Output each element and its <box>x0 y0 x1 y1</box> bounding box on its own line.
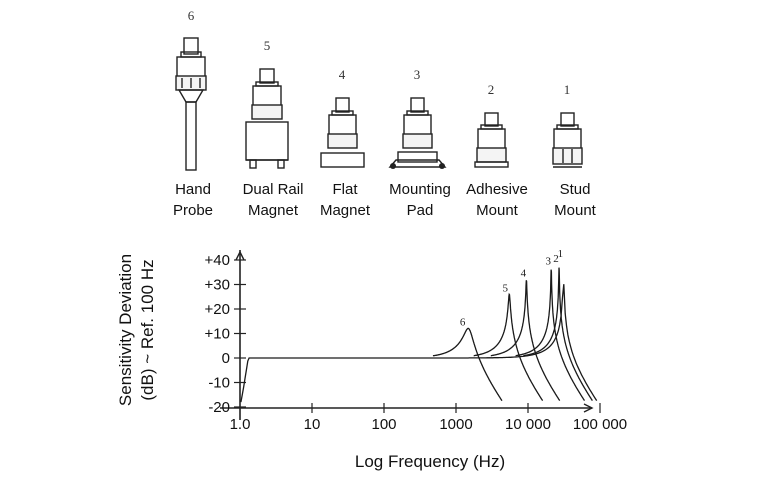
mount-label-line2: Pad <box>407 202 434 219</box>
mount-label-line1: Flat <box>332 181 358 198</box>
x-axis-arrow <box>583 403 594 413</box>
y-tick-label: +30 <box>205 277 230 294</box>
curve-label: 5 <box>503 282 509 294</box>
resonance-curve-5 <box>473 292 544 401</box>
y-tick-label: 0 <box>222 350 230 367</box>
hand-probe-drawing <box>175 37 207 171</box>
y-tick-label: -20 <box>208 399 230 416</box>
mount-label-line1: Adhesive <box>466 181 528 198</box>
resonance-curve-3 <box>515 269 586 401</box>
mount-label-line2: Magnet <box>248 202 299 219</box>
curve-label: 4 <box>521 268 527 280</box>
x-tick-label: 1.0 <box>230 416 251 433</box>
adhesive-mount-drawing <box>474 112 509 168</box>
mount-number: 5 <box>264 38 271 53</box>
mount-label-line1: Mounting <box>389 181 451 198</box>
x-tick-label: 100 <box>371 416 396 433</box>
mount-number: 1 <box>564 82 571 97</box>
y-tick-label: +20 <box>205 301 230 318</box>
resonance-curve-4 <box>490 280 561 401</box>
x-tick-label: 10 <box>304 416 321 433</box>
mount-label-line2: Magnet <box>320 202 371 219</box>
mount-label-line2: Mount <box>476 202 519 219</box>
resonance-curve-6 <box>432 327 503 402</box>
curve-label: 6 <box>460 317 466 329</box>
x-tick-label: 100 000 <box>573 416 627 433</box>
mount-number: 4 <box>339 67 346 82</box>
x-tick-label: 1000 <box>439 416 472 433</box>
curve-label: 1 <box>558 248 564 260</box>
stud-mount-drawing <box>552 112 583 168</box>
mount-label-line2: Mount <box>554 202 597 219</box>
mount-label-line1: Dual Rail <box>243 181 304 198</box>
mount-number: 2 <box>488 82 495 97</box>
y-axis-title-line2: (dB) ~ Ref. 100 Hz <box>138 259 157 400</box>
resonance-curve-2 <box>523 267 593 401</box>
mount-illustrations <box>175 37 583 171</box>
mount-label-line1: Stud <box>560 181 591 198</box>
y-tick-label: +40 <box>205 252 230 269</box>
x-axis-title: Log Frequency (Hz) <box>355 452 505 471</box>
flat-magnet-drawing <box>320 97 365 168</box>
resonance-curve-1 <box>240 284 598 403</box>
mount-number: 6 <box>188 8 195 23</box>
frequency-response-chart: +40 +30 +20 +10 0 -10 -20 1.0 10 100 1000 10 000 10… <box>205 248 628 433</box>
y-axis-title-line1: Sensitivity Deviation <box>116 254 135 406</box>
mount-label-line2: Probe <box>173 202 213 219</box>
y-axis-arrow <box>235 250 245 261</box>
y-tick-label: -10 <box>208 375 230 392</box>
mount-label-line1: Hand <box>175 181 211 198</box>
curve-label: 2 <box>553 253 559 265</box>
y-tick-label: +10 <box>205 326 230 343</box>
x-tick-label: 10 000 <box>505 416 551 433</box>
mounting-pad-drawing <box>388 97 447 169</box>
curve-label: 3 <box>545 255 551 267</box>
dual-rail-magnet-drawing <box>245 68 289 169</box>
mount-number: 3 <box>414 67 421 82</box>
